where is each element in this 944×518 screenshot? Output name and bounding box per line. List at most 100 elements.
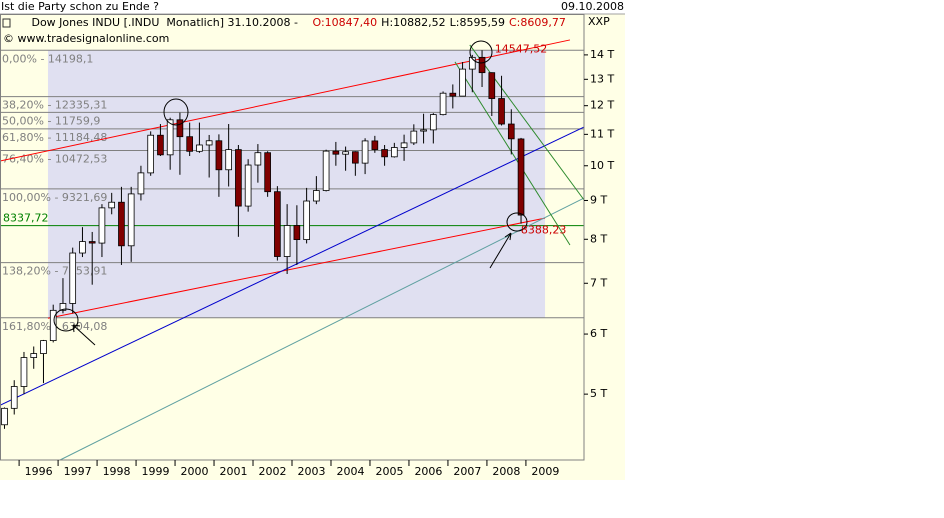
candle-body bbox=[127, 193, 135, 247]
support-label: 8337,72 bbox=[3, 212, 49, 225]
candle-body bbox=[391, 147, 398, 158]
candle-body bbox=[215, 140, 223, 171]
y-tick-label: 7 T bbox=[590, 276, 607, 289]
quote-value: H:10882,52 bbox=[381, 16, 445, 29]
chart-date: 09.10.2008 bbox=[561, 0, 624, 13]
candle-body bbox=[381, 149, 388, 158]
trendline bbox=[0, 126, 585, 406]
x-tick-label: 2005 bbox=[375, 465, 403, 478]
candle-body bbox=[361, 140, 369, 164]
fib-label: 138,20% - 7453,91 bbox=[2, 265, 107, 278]
candle-body bbox=[10, 386, 18, 409]
instrument: Dow Jones INDU [.INDU Monatlich] 31.10.2… bbox=[31, 16, 298, 29]
candle-body bbox=[137, 172, 145, 195]
candle-body bbox=[498, 98, 505, 125]
candle-body bbox=[59, 303, 67, 311]
annotation-shapes bbox=[53, 40, 528, 346]
candle-body bbox=[264, 152, 271, 193]
fib-label: 100,00% - 9321,69 bbox=[2, 191, 107, 204]
x-tick-label: 2002 bbox=[259, 465, 287, 478]
quote-value: O:10847,40 bbox=[313, 16, 378, 29]
candle-body bbox=[293, 225, 301, 241]
candle-body bbox=[371, 140, 379, 150]
candle-body bbox=[244, 164, 252, 207]
candle-body bbox=[254, 152, 262, 166]
candle-body bbox=[332, 150, 340, 155]
candle-body bbox=[439, 92, 447, 116]
candle-body bbox=[118, 201, 125, 247]
x-tick-label: 2003 bbox=[297, 465, 325, 478]
arrow bbox=[489, 232, 512, 269]
arrow bbox=[72, 324, 96, 346]
candle-body bbox=[507, 123, 515, 140]
circle bbox=[469, 40, 493, 64]
candle-body bbox=[176, 119, 184, 138]
fib-label: 50,00% - 11759,9 bbox=[2, 114, 100, 127]
candle-body bbox=[30, 353, 38, 358]
y-tick-label: 11 T bbox=[590, 127, 614, 140]
x-tick-label: 2004 bbox=[336, 465, 364, 478]
candle-body bbox=[478, 56, 486, 74]
candle-body bbox=[1, 407, 8, 426]
candle-body bbox=[420, 129, 427, 132]
candle-body bbox=[488, 72, 496, 99]
trendline bbox=[469, 44, 585, 201]
candle-body bbox=[283, 225, 291, 257]
x-tick-label: 2008 bbox=[492, 465, 520, 478]
axis-label: XXP bbox=[588, 15, 610, 28]
x-tick-label: 1999 bbox=[142, 465, 170, 478]
candle-body bbox=[147, 134, 155, 174]
y-tick-label: 5 T bbox=[590, 387, 607, 400]
candle-body bbox=[79, 241, 86, 254]
circle bbox=[506, 212, 528, 232]
candle-body bbox=[352, 151, 359, 164]
x-tick-label: 2009 bbox=[531, 465, 559, 478]
candle-body bbox=[157, 134, 164, 156]
candle-body bbox=[40, 340, 47, 354]
x-tick-label: 2007 bbox=[453, 465, 481, 478]
candle-body bbox=[303, 200, 310, 241]
trendline bbox=[59, 197, 585, 461]
candle-body bbox=[108, 201, 116, 209]
candle-body bbox=[274, 191, 281, 257]
candle-body bbox=[517, 138, 525, 216]
candle-body bbox=[235, 149, 242, 207]
annotation: 8388,23 bbox=[521, 224, 567, 237]
y-tick-label: 8 T bbox=[590, 232, 607, 245]
source: © www.tradesignalonline.com bbox=[3, 32, 169, 45]
instrument-icon bbox=[2, 18, 11, 28]
circle bbox=[53, 308, 79, 332]
y-tick-label: 14 T bbox=[590, 48, 614, 61]
quote-value: C:8609,77 bbox=[509, 16, 566, 29]
trendline bbox=[47, 217, 546, 319]
annotation: 14547,52 bbox=[495, 42, 548, 55]
candle-body bbox=[98, 207, 106, 244]
title-bar bbox=[0, 0, 625, 14]
candle-body bbox=[322, 150, 330, 191]
candle-body bbox=[166, 119, 174, 156]
candle-body bbox=[225, 149, 232, 171]
candle-body bbox=[459, 68, 466, 97]
candle-body bbox=[186, 136, 193, 152]
x-tick-label: 2001 bbox=[220, 465, 248, 478]
fib-label: 76,40% - 10472,53 bbox=[2, 153, 107, 166]
candle-body bbox=[20, 357, 28, 387]
candle-body bbox=[410, 130, 418, 144]
y-tick-label: 6 T bbox=[590, 327, 607, 340]
x-tick-label: 1998 bbox=[103, 465, 131, 478]
candle-body bbox=[88, 241, 96, 244]
fib-label: 61,80% - 11184,48 bbox=[2, 131, 107, 144]
x-tick-label: 1996 bbox=[25, 465, 53, 478]
fib-label: 0,00% - 14198,1 bbox=[2, 52, 93, 65]
trendline bbox=[454, 61, 571, 246]
candle-body bbox=[429, 114, 437, 131]
y-tick-label: 13 T bbox=[590, 72, 614, 85]
fib-zone bbox=[47, 50, 546, 318]
candle-body bbox=[342, 151, 349, 155]
candle-body bbox=[313, 190, 320, 202]
candle-body bbox=[69, 252, 77, 304]
x-tick-label: 2000 bbox=[181, 465, 209, 478]
y-tick-label: 12 T bbox=[590, 99, 614, 112]
y-tick-label: 10 T bbox=[590, 159, 614, 172]
